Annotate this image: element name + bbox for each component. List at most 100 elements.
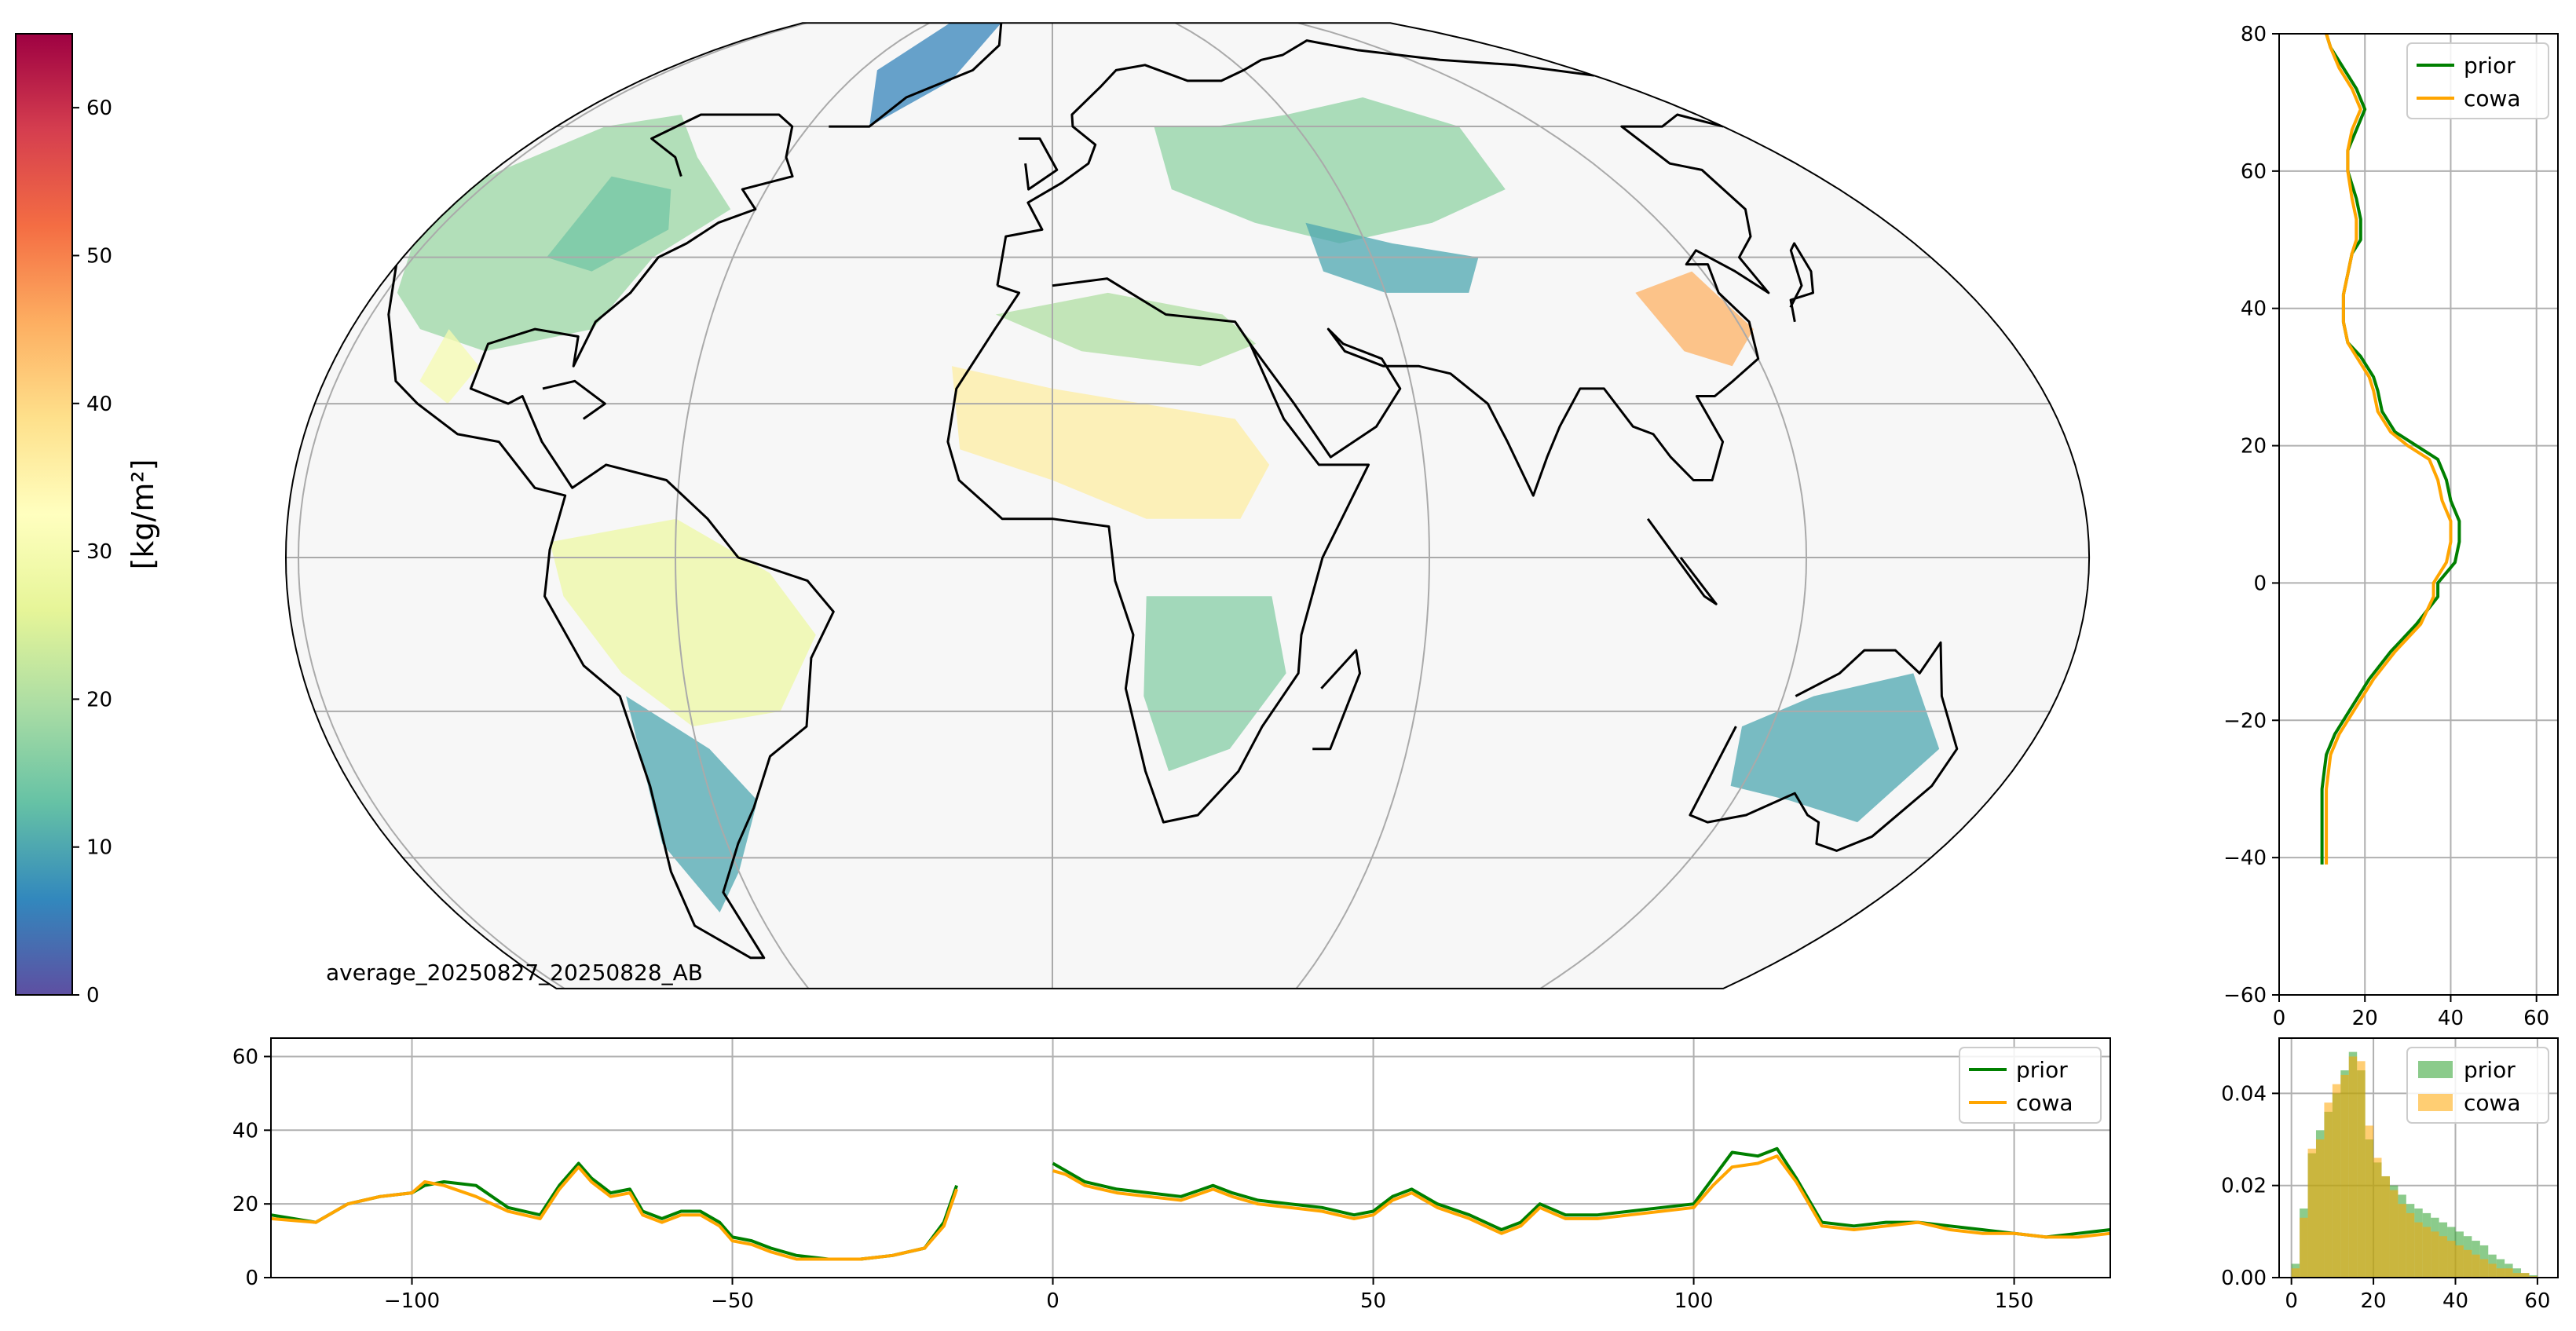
meridian xyxy=(297,23,807,989)
x-tick-label: 0 xyxy=(2273,1007,2286,1030)
histogram-bar-cowa xyxy=(2340,1074,2349,1278)
series-line-cowa xyxy=(1052,1154,2111,1239)
legend: prior cowa xyxy=(2406,1047,2549,1124)
x-tick-label: 150 xyxy=(1995,1289,2034,1313)
histogram-bar-cowa xyxy=(2373,1157,2382,1278)
legend-label: cowa xyxy=(2464,1090,2521,1116)
x-tick-label: −50 xyxy=(711,1289,754,1313)
histogram-bar-cowa xyxy=(2463,1249,2472,1278)
series-line-prior xyxy=(270,1161,958,1261)
legend-label: cowa xyxy=(2016,1090,2073,1116)
colorbar-ticks: 0 10 20 30 40 50 60 xyxy=(72,97,112,1007)
legend: prior cowa xyxy=(1959,1047,2102,1124)
series-line-prior xyxy=(1052,1146,2111,1239)
coastline xyxy=(1789,242,1814,323)
histogram-bar-cowa xyxy=(2455,1245,2464,1278)
colorbar-label: [kg/m²] xyxy=(126,459,160,570)
histogram-bar-cowa xyxy=(2406,1212,2415,1278)
x-tick-label: 0 xyxy=(1046,1289,1059,1313)
histogram-bar-cowa xyxy=(2505,1268,2513,1278)
map-data-region xyxy=(1143,596,1286,772)
y-tick-label: 0 xyxy=(245,1267,258,1290)
map-data-region xyxy=(547,176,671,272)
histogram-bar-cowa xyxy=(2307,1148,2316,1278)
axes-frame xyxy=(2278,1037,2559,1278)
coastline xyxy=(542,379,606,420)
coastline xyxy=(946,277,1370,824)
x-tick-label: 20 xyxy=(2352,1007,2378,1030)
x-tick-label: 20 xyxy=(2361,1289,2387,1313)
x-tick-label: 60 xyxy=(2523,1007,2549,1030)
lon-profile-chart: −100 −50 0 50 100 150 0 20 40 60 prior cowa xyxy=(232,1037,2111,1313)
meridian xyxy=(674,23,930,989)
colorbar-tick-label: 0 xyxy=(86,984,100,1007)
y-tick-label: −60 xyxy=(2223,984,2267,1007)
x-tick-label: 40 xyxy=(2438,1007,2464,1030)
coastline xyxy=(1646,517,1718,605)
x-tick-label: 100 xyxy=(1674,1289,1714,1313)
legend-label: cowa xyxy=(2464,86,2521,112)
histogram-bar-cowa xyxy=(2479,1259,2489,1278)
y-tick-label: 0.00 xyxy=(2221,1267,2267,1290)
grid xyxy=(271,1038,2110,1278)
map-panel: average_20250827_20250828_AB xyxy=(284,22,2091,989)
histogram-bar-cowa xyxy=(2521,1273,2530,1278)
histogram-bar-cowa xyxy=(2439,1236,2448,1278)
histogram-bar-cowa xyxy=(2357,1061,2366,1278)
x-tick-label: 40 xyxy=(2442,1289,2468,1313)
y-tick-label: 40 xyxy=(2241,298,2267,321)
histogram-bar-cowa xyxy=(2291,1268,2300,1278)
coastline xyxy=(829,23,1003,128)
histogram-bar-cowa xyxy=(2488,1263,2497,1278)
histogram-bar-cowa xyxy=(2472,1254,2480,1278)
colorbar-tick-label: 40 xyxy=(86,393,112,416)
y-tick-label: 60 xyxy=(232,1045,258,1069)
legend-swatch xyxy=(2418,1061,2453,1078)
y-tick-label: 0.02 xyxy=(2221,1175,2267,1198)
x-tick-label: 60 xyxy=(2524,1289,2550,1313)
x-tick-label: 50 xyxy=(1360,1289,1386,1313)
histogram-bar-cowa xyxy=(2315,1139,2325,1278)
map-frame xyxy=(284,22,2091,989)
map-label: average_20250827_20250828_AB xyxy=(326,960,703,985)
colorbar-gradient xyxy=(15,33,73,996)
histogram-bar-cowa xyxy=(2365,1125,2374,1278)
colorbar-tick-label: 60 xyxy=(86,97,112,120)
x-tick-label: −100 xyxy=(384,1289,440,1313)
lat-profile-chart: 0 20 40 60 −60 −40 −20 0 20 40 60 80 prior cowa xyxy=(2223,23,2559,1030)
map-data-region xyxy=(1635,271,1754,367)
y-tick-label: 0 xyxy=(2253,572,2267,595)
series-line-cowa xyxy=(2325,33,2453,865)
legend: prior cowa xyxy=(2406,42,2549,119)
y-tick-label: 20 xyxy=(232,1193,258,1216)
coastline xyxy=(387,113,835,960)
histogram-bar-cowa xyxy=(2332,1084,2341,1278)
map-data-region xyxy=(1730,673,1940,823)
meridian xyxy=(1175,23,1431,989)
histogram-bar-cowa xyxy=(2431,1231,2439,1278)
histogram-bar-cowa xyxy=(2381,1176,2390,1278)
map-graticule xyxy=(286,23,2090,989)
histogram-bar-cowa xyxy=(2389,1190,2399,1278)
coastline xyxy=(1249,113,1770,497)
colorbar-tick-label: 10 xyxy=(86,836,112,860)
histogram-bar-cowa xyxy=(2324,1102,2333,1278)
legend-label: prior xyxy=(2464,1057,2516,1083)
coastline xyxy=(996,39,1594,286)
y-tick-label: 20 xyxy=(2241,435,2267,459)
axes-frame xyxy=(270,1037,2111,1278)
map-data-region xyxy=(550,518,816,727)
histogram-bar-cowa xyxy=(2496,1268,2505,1278)
axes-frame xyxy=(2278,33,2559,996)
x-tick-label: 0 xyxy=(2285,1289,2298,1313)
map-data-region xyxy=(419,329,479,404)
y-tick-label: 60 xyxy=(2241,160,2267,184)
legend-swatch xyxy=(2418,1094,2453,1111)
legend-label: prior xyxy=(2464,53,2516,79)
histogram-bar-cowa xyxy=(2447,1241,2456,1278)
histogram-chart: 0 20 40 60 0.00 0.02 0.04 prior cowa xyxy=(2221,1037,2559,1313)
y-tick-label: 40 xyxy=(232,1119,258,1143)
histogram-bar-cowa xyxy=(2348,1056,2358,1278)
histogram-bar-cowa xyxy=(2300,1217,2308,1278)
